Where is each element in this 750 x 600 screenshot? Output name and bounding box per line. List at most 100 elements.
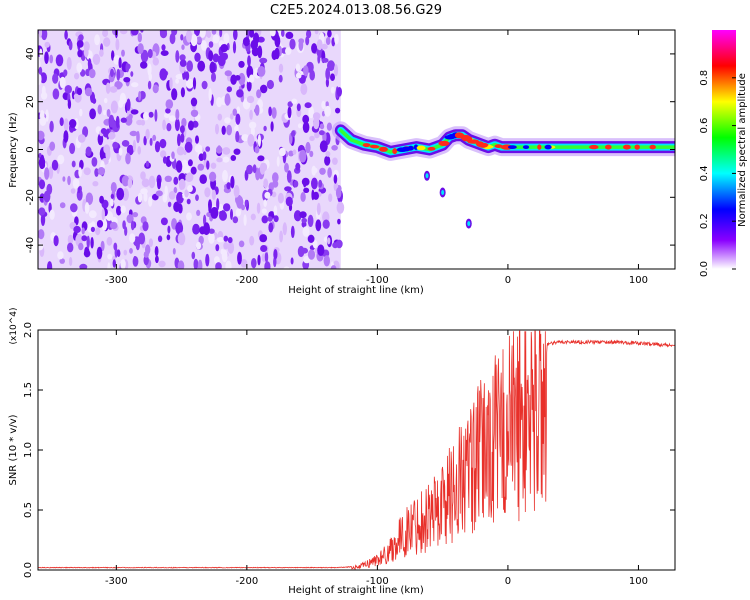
noise-speckle [57,251,64,260]
colorbar-tick-label: 0.2 [699,213,710,229]
noise-speckle [302,226,310,237]
noise-speckle [318,130,325,136]
noise-speckle [85,146,92,157]
noise-speckle [206,160,210,170]
noise-speckle [240,259,248,268]
signal-hotspot [362,143,371,148]
noise-speckle [131,82,139,88]
noise-speckle [84,87,93,97]
noise-speckle [145,160,150,168]
noise-speckle [48,166,54,180]
noise-speckle [140,61,148,69]
noise-speckle [216,97,223,108]
noise-speckle [59,76,66,89]
noise-speckle [140,171,146,180]
snr-y-axis: 0.0 0.5 1.0 1.5 2.0 [23,322,675,578]
noise-speckle [257,36,265,43]
noise-speckle [249,30,255,38]
noise-speckle [197,163,205,171]
noise-speckle [77,134,86,143]
noise-speckle [62,176,66,182]
noise-speckle [149,137,153,146]
noise-speckle [137,43,144,54]
noise-speckle [38,30,43,38]
noise-speckle [140,49,149,63]
noise-speckle [173,186,178,194]
noise-speckle [140,119,146,126]
noise-speckle [222,147,231,155]
noise-speckle [70,203,78,213]
noise-speckle [108,131,116,140]
noise-speckle [303,65,309,77]
noise-speckle [180,34,184,41]
noise-speckle [291,98,298,105]
noise-speckle [273,205,278,217]
noise-speckle [314,131,320,139]
noise-speckle [118,57,122,69]
noise-speckle [120,259,126,269]
signal-hotspot [494,144,503,149]
noise-speckle [44,41,50,48]
noise-speckle [66,57,72,70]
isolated-blob-core [467,221,471,227]
noise-speckle [251,258,257,269]
noise-speckle [252,164,257,174]
noise-speckle [335,187,342,199]
noise-speckle [236,89,244,98]
noise-speckle [152,57,159,66]
noise-speckle [300,192,306,202]
noise-speckle [174,118,180,132]
signal-hotspot [649,144,656,150]
noise-speckle [316,202,321,216]
noise-speckle [235,130,240,143]
noise-speckle [157,178,161,190]
noise-speckle [59,202,66,209]
noise-speckle [195,241,202,250]
noise-speckle [45,109,49,122]
noise-speckle [211,30,217,35]
noise-speckle [154,109,158,122]
signal-hotspot [438,140,450,146]
noise-speckle [57,154,65,165]
noise-speckle [173,176,179,185]
noise-speckle [305,36,310,46]
noise-speckle [313,116,320,130]
noise-speckle [40,154,45,167]
noise-speckle [269,30,276,37]
noise-speckle [297,123,303,129]
noise-speckle [126,144,134,156]
noise-speckle [105,147,111,161]
noise-speckle [246,79,252,92]
noise-speckle [177,232,186,246]
signal-hotspot [522,145,530,150]
noise-speckle [181,44,185,50]
noise-speckle [301,247,308,254]
noise-speckle [285,31,294,39]
noise-speckle [183,164,191,174]
noise-speckle [212,53,220,63]
spectrogram-x-label: Height of straight line (km) [288,285,424,296]
x-tick-label: 100 [629,275,648,286]
y-tick-label: -40 [25,237,36,253]
noise-speckle [205,146,211,152]
noise-speckle [94,168,99,177]
noise-speckle [103,37,111,47]
noise-speckle [270,121,274,132]
noise-speckle [51,159,59,171]
noise-speckle [321,43,328,50]
noise-speckle [215,244,220,252]
noise-speckle [230,155,237,161]
noise-speckle [68,256,73,266]
noise-speckle [83,47,89,58]
noise-speckle [323,255,330,267]
noise-speckle [324,105,331,117]
noise-speckle [128,113,133,120]
noise-speckle [148,175,156,189]
noise-speckle [152,134,157,141]
noise-speckle [184,71,190,81]
noise-speckle [214,256,220,264]
noise-speckle [123,249,128,256]
noise-speckle [120,117,127,123]
noise-speckle [278,63,284,73]
noise-speckle [246,164,254,175]
